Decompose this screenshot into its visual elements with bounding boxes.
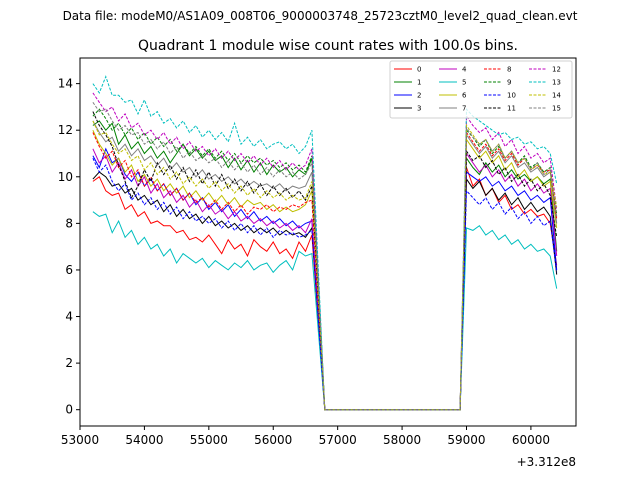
y-tick-label-14: 14 (58, 77, 73, 91)
legend-label-14: 14 (552, 92, 561, 100)
legend-label-4: 4 (462, 66, 467, 74)
x-tick-label-57000: 57000 (319, 433, 357, 447)
y-tick-label-2: 2 (65, 356, 73, 370)
axes-layer: 53000 54000 55000 56000 57000 58000 59000 60000… (58, 77, 550, 447)
legend-label-12: 12 (552, 66, 561, 74)
y-tick-label-10: 10 (58, 170, 73, 184)
series-line-15 (92, 102, 558, 411)
x-tick-label-59000: 59000 (447, 433, 485, 447)
legend-label-3: 3 (417, 105, 421, 113)
legend-label-7: 7 (462, 105, 466, 113)
legend-label-0: 0 (417, 66, 421, 74)
x-axis-offset-label: +3.312e8 (517, 455, 576, 469)
plot-frame (79, 57, 577, 427)
x-tick-label-56000: 56000 (254, 433, 292, 447)
legend-box (389, 60, 573, 119)
legend-label-8: 8 (507, 66, 511, 74)
legend-label-10: 10 (507, 92, 516, 100)
legend-label-5: 5 (462, 79, 466, 87)
x-tick-label-54000: 54000 (125, 433, 163, 447)
x-tick-label-53000: 53000 (61, 433, 99, 447)
figure-suptitle: Data file: modeM0/AS1A09_008T06_90000037… (63, 9, 578, 23)
legend-label-1: 1 (417, 79, 421, 87)
legend-label-15: 15 (552, 105, 561, 113)
y-tick-label-8: 8 (65, 216, 73, 230)
plot-area (80, 58, 576, 426)
y-tick-label-12: 12 (58, 123, 73, 137)
legend-label-11: 11 (507, 105, 516, 113)
x-tick-label-55000: 55000 (190, 433, 228, 447)
legend-label-13: 13 (552, 79, 561, 87)
legend-label-2: 2 (417, 92, 421, 100)
chart-title: Quadrant 1 module wise count rates with … (138, 38, 518, 54)
series-line-14 (92, 120, 558, 411)
x-tick-label-58000: 58000 (383, 433, 421, 447)
y-tick-label-4: 4 (65, 310, 73, 324)
legend-label-9: 9 (507, 79, 511, 87)
y-tick-label-0: 0 (65, 403, 73, 417)
x-tick-label-60000: 60000 (512, 433, 550, 447)
y-tick-label-6: 6 (65, 263, 73, 277)
series-layer (92, 75, 558, 411)
legend-label-6: 6 (462, 92, 467, 100)
